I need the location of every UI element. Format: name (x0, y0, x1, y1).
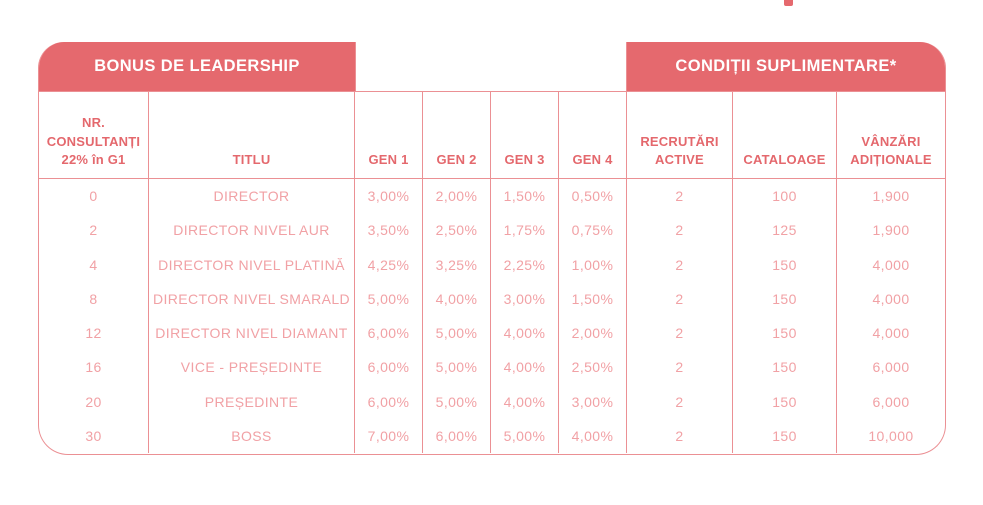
cell-titlu: DIRECTOR NIVEL DIAMANT (149, 316, 355, 351)
cell-recrutari-active: 2 (627, 384, 733, 419)
cell-gen1: 5,00% (355, 281, 423, 316)
cell-vanzari-aditionale: 4,000 (872, 290, 910, 307)
cell-cataloage: 150 (733, 316, 837, 351)
cell-gen2: 5,00% (423, 384, 491, 419)
cell-gen3: 5,00% (491, 418, 559, 453)
cell-titlu: BOSS (149, 418, 355, 453)
cell-cataloage: 125 (733, 213, 837, 248)
cell-titlu: DIRECTOR NIVEL SMARALD (149, 281, 355, 316)
table-body: 0 DIRECTOR 3,00% 2,00% 1,50% 0,50% 2 100 1,900 2 D… (39, 179, 945, 453)
cell-gen1: 3,50% (355, 213, 423, 248)
bonus-table-card: BONUS DE LEADERSHIP CONDIȚII SUPLIMENTAR… (38, 42, 946, 455)
table-header-row: NR. CONSULTANȚI 22% în G1 TITLU GEN 1 GEN 2… (39, 91, 945, 179)
cell-cataloage: 150 (733, 247, 837, 282)
cell-titlu: DIRECTOR NIVEL AUR (149, 213, 355, 248)
column-header-gen2: GEN 2 (423, 92, 491, 178)
column-header-titlu: TITLU (149, 92, 355, 178)
cell-gen4: 0,75% (559, 213, 627, 248)
cell-cataloage: 150 (733, 350, 837, 385)
cell-nr-consultanti: 2 (39, 213, 149, 248)
logo-fragment (784, 0, 793, 6)
cell-recrutari-active: 2 (627, 179, 733, 214)
table-row: 20 PREȘEDINTE 6,00% 5,00% 4,00% 3,00% 2 150 6,00… (39, 384, 945, 419)
cell-recrutari-active: 2 (627, 350, 733, 385)
cell-vanzari-aditionale: 6,000 (872, 359, 910, 376)
cell-gen4: 2,00% (559, 316, 627, 351)
cell-gen3: 4,00% (491, 350, 559, 385)
cell-cataloage: 150 (733, 384, 837, 419)
cell-recrutari-active: 2 (627, 247, 733, 282)
cell-recrutari-active: 2 (627, 316, 733, 351)
table-row: 12 DIRECTOR NIVEL DIAMANT 6,00% 5,00% 4,00% 2… (39, 316, 945, 351)
cell-gen3: 4,00% (491, 384, 559, 419)
column-header-gen1: GEN 1 (355, 92, 423, 178)
cell-gen3: 4,00% (491, 316, 559, 351)
cell-nr-consultanti: 8 (39, 281, 149, 316)
cell-gen2: 2,50% (423, 213, 491, 248)
cell-nr-consultanti: 0 (39, 179, 149, 214)
column-header-cataloage: CATALOAGE (733, 92, 837, 178)
cell-titlu: VICE - PREȘEDINTE (149, 350, 355, 385)
cell-cataloage: 150 (733, 281, 837, 316)
cell-vanzari-aditionale: 10,000 (868, 427, 914, 444)
table-row: 2 DIRECTOR NIVEL AUR 3,50% 2,50% 1,75% 0,75% 2… (39, 213, 945, 248)
cell-gen3: 3,00% (491, 281, 559, 316)
cell-gen1: 3,00% (355, 179, 423, 214)
cell-cataloage: 100 (733, 179, 837, 214)
band-row: BONUS DE LEADERSHIP CONDIȚII SUPLIMENTAR… (39, 42, 945, 91)
cell-nr-consultanti: 20 (39, 384, 149, 419)
cell-gen4: 4,00% (559, 418, 627, 453)
cell-gen2: 5,00% (423, 350, 491, 385)
band-conditii-suplimentare-title: CONDIȚII SUPLIMENTARE* (675, 57, 897, 75)
cell-titlu: DIRECTOR NIVEL PLATINĂ (149, 247, 355, 282)
cell-nr-consultanti: 12 (39, 316, 149, 351)
cell-vanzari-aditionale: 4,000 (872, 256, 910, 273)
cell-titlu: DIRECTOR (149, 179, 355, 214)
cell-gen3: 2,25% (491, 247, 559, 282)
cell-gen2: 4,00% (423, 281, 491, 316)
column-header-gen3: GEN 3 (491, 92, 559, 178)
cell-cataloage: 150 (733, 418, 837, 453)
column-header-gen4: GEN 4 (559, 92, 627, 178)
cell-recrutari-active: 2 (627, 281, 733, 316)
cell-gen2: 5,00% (423, 316, 491, 351)
cell-gen4: 1,00% (559, 247, 627, 282)
cell-gen2: 2,00% (423, 179, 491, 214)
cell-recrutari-active: 2 (627, 418, 733, 453)
cell-vanzari-aditionale: 4,000 (872, 325, 910, 342)
cell-nr-consultanti: 16 (39, 350, 149, 385)
cell-gen3: 1,75% (491, 213, 559, 248)
cell-gen3: 1,50% (491, 179, 559, 214)
table-row: 8 DIRECTOR NIVEL SMARALD 5,00% 4,00% 3,00% 1,… (39, 281, 945, 316)
band-gap (355, 42, 627, 91)
column-header-recrutari-active: RECRUTĂRI ACTIVE (627, 92, 733, 178)
cell-gen1: 6,00% (355, 316, 423, 351)
table-row: 4 DIRECTOR NIVEL PLATINĂ 4,25% 3,25% 2,25% 1,… (39, 247, 945, 282)
band-bonus-leadership-title: BONUS DE LEADERSHIP (94, 57, 300, 75)
cell-gen4: 2,50% (559, 350, 627, 385)
column-header-nr-consultanti: NR. CONSULTANȚI 22% în G1 (39, 92, 149, 178)
cell-gen4: 3,00% (559, 384, 627, 419)
cell-gen1: 6,00% (355, 350, 423, 385)
cell-vanzari-aditionale: 6,000 (872, 393, 910, 410)
cell-gen2: 3,25% (423, 247, 491, 282)
cell-gen1: 4,25% (355, 247, 423, 282)
cell-gen4: 0,50% (559, 179, 627, 214)
cell-nr-consultanti: 4 (39, 247, 149, 282)
table-row: 0 DIRECTOR 3,00% 2,00% 1,50% 0,50% 2 100 1,900 (39, 179, 945, 214)
cell-vanzari-aditionale: 1,900 (872, 188, 910, 205)
cell-gen4: 1,50% (559, 281, 627, 316)
cell-nr-consultanti: 30 (39, 418, 149, 453)
table-row: 30 BOSS 7,00% 6,00% 5,00% 4,00% 2 150 10,000 (39, 418, 945, 453)
cell-gen1: 6,00% (355, 384, 423, 419)
column-header-vanzari-aditionale: VÂNZĂRI ADIȚIONALE (850, 133, 932, 167)
cell-recrutari-active: 2 (627, 213, 733, 248)
band-conditii-suplimentare: CONDIȚII SUPLIMENTARE* (627, 42, 945, 91)
cell-gen2: 6,00% (423, 418, 491, 453)
cell-gen1: 7,00% (355, 418, 423, 453)
cell-vanzari-aditionale: 1,900 (872, 222, 910, 239)
band-bonus-leadership: BONUS DE LEADERSHIP (39, 42, 355, 91)
table-row: 16 VICE - PREȘEDINTE 6,00% 5,00% 4,00% 2,50% 2… (39, 350, 945, 385)
cell-titlu: PREȘEDINTE (149, 384, 355, 419)
